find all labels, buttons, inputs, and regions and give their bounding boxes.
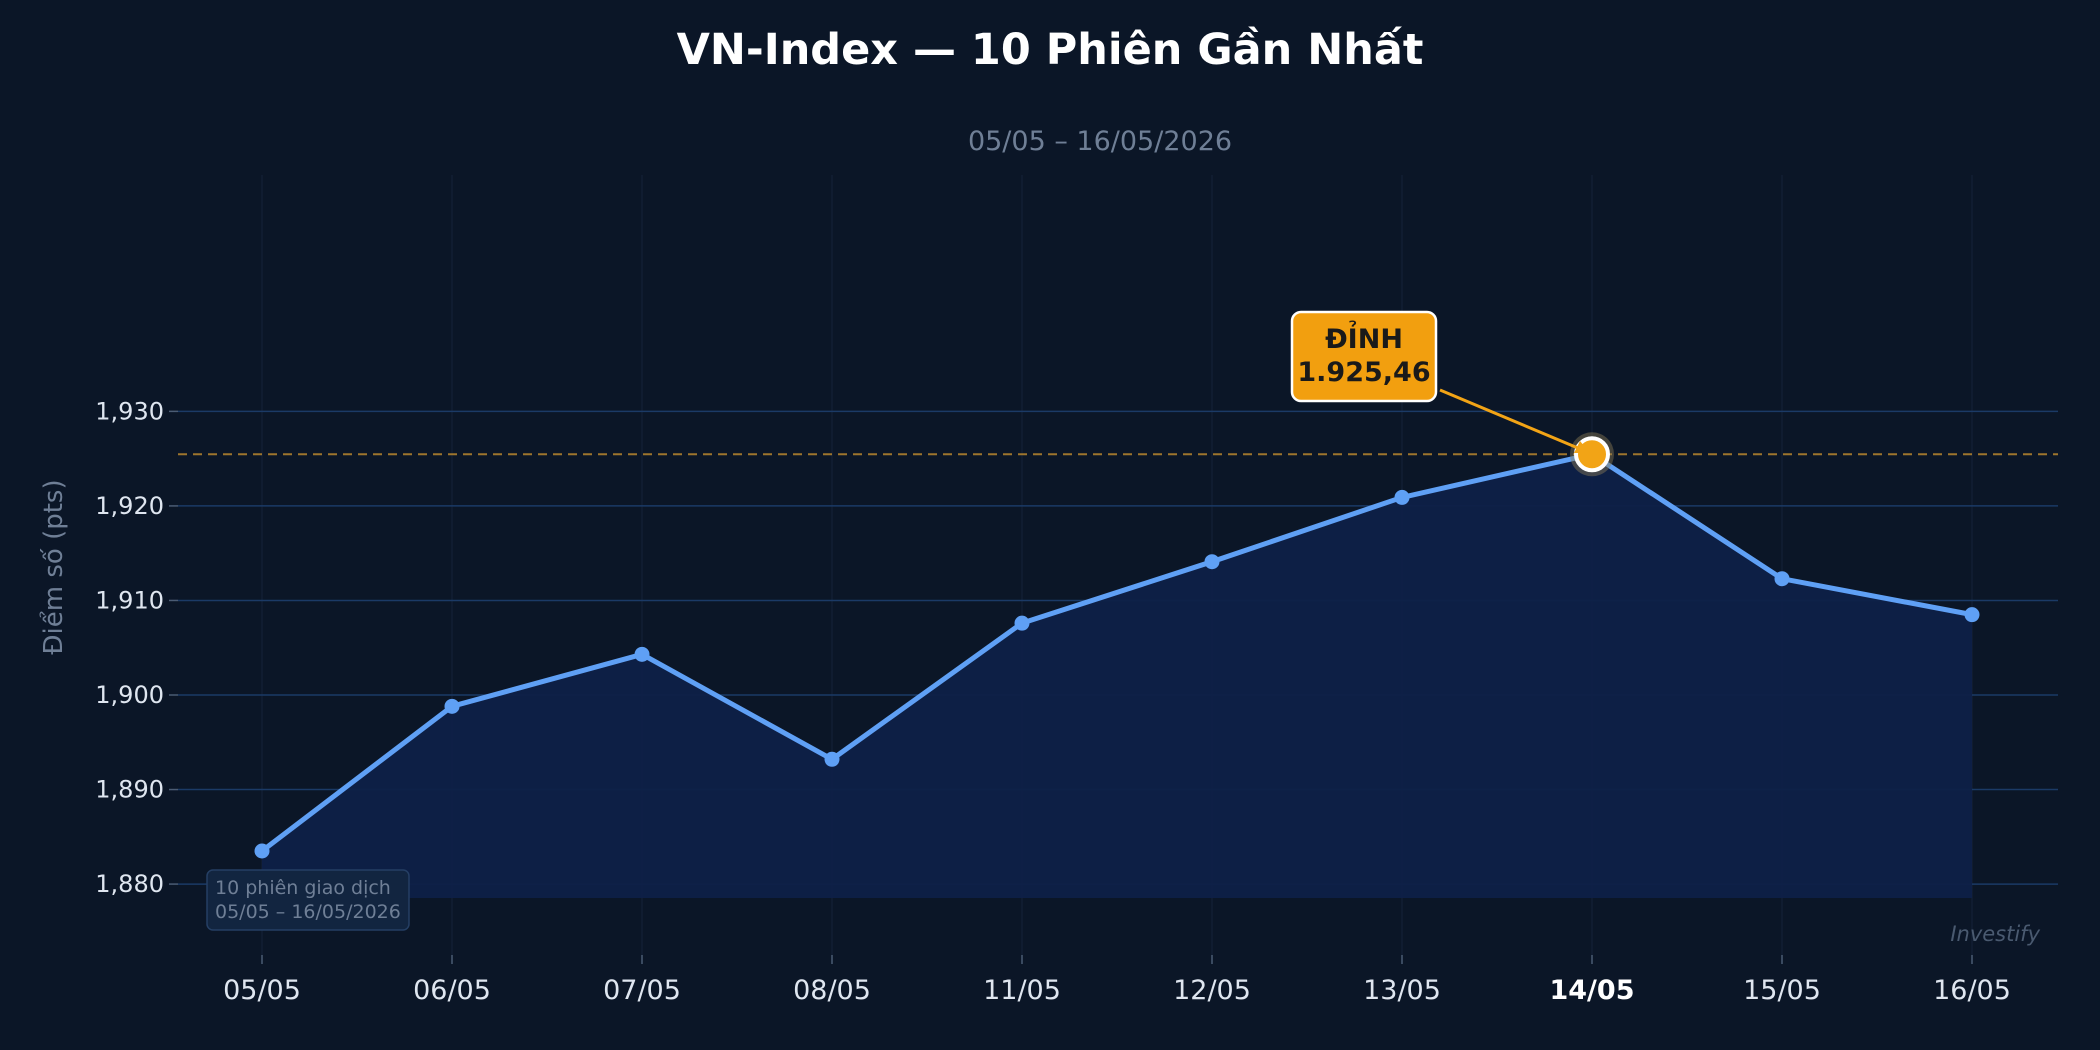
data-point-16-05 [1964,607,1980,623]
ytick-label-1910: 1,910 [95,586,164,614]
ytick-label-1900: 1,900 [95,681,164,709]
chart-subtitle: 05/05 – 16/05/2026 [968,126,1232,157]
chart-title: VN-Index — 10 Phiên Gần Nhất [677,25,1424,75]
xtick-label-13-05: 13/05 [1363,975,1441,1006]
xtick-label-14-05: 14/05 [1549,975,1634,1006]
xtick-label-15-05: 15/05 [1743,975,1821,1006]
note-line-1: 10 phiên giao dịch [215,877,391,899]
callout-arrow [1439,388,1586,453]
data-point-12-05 [1204,554,1220,570]
ytick-label-1880: 1,880 [95,870,164,898]
ytick-label-1920: 1,920 [95,492,164,520]
series-line [259,451,1975,854]
data-point-05-05 [254,843,270,859]
area-fill [262,454,1972,898]
callout-label: ĐỈNH [1325,320,1403,355]
xtick-label-08-05: 08/05 [793,975,871,1006]
callout-arrowhead [1574,441,1590,453]
xtick-label-16-05: 16/05 [1933,975,2011,1006]
data-point-13-05 [1394,489,1410,505]
data-point-11-05 [1014,615,1030,631]
data-points [254,432,1980,859]
xtick-label-06-05: 06/05 [413,975,491,1006]
xtick-label-07-05: 07/05 [603,975,681,1006]
xtick-label-12-05: 12/05 [1173,975,1251,1006]
note-line-2: 05/05 – 16/05/2026 [215,901,401,923]
x-axis-ticks: 05/05 06/05 07/05 08/05 11/05 12/05 13/05 14/05… [223,955,2011,1006]
callout-box [1290,310,1438,403]
watermark: Investify [1950,922,2040,946]
peak-callout: ĐỈNH 1.925,46 [1290,310,1590,453]
xtick-label-05-05: 05/05 [223,975,301,1006]
y-axis-ticks: 1,880 1,890 1,900 1,910 1,920 1,930 [95,397,178,898]
data-point-06-05 [444,698,460,714]
ytick-label-1930: 1,930 [95,397,164,425]
data-point-07-05 [634,646,650,662]
note-box-frame [206,869,410,931]
note-box: 10 phiên giao dịch 05/05 – 16/05/2026 [206,869,410,931]
data-point-08-05 [824,751,840,767]
y-axis-label: Điểm số (pts) [38,479,69,654]
ytick-label-1890: 1,890 [95,776,164,804]
callout-value: 1.925,46 [1297,357,1430,388]
xtick-label-11-05: 11/05 [983,975,1061,1006]
data-point-15-05 [1774,571,1790,587]
